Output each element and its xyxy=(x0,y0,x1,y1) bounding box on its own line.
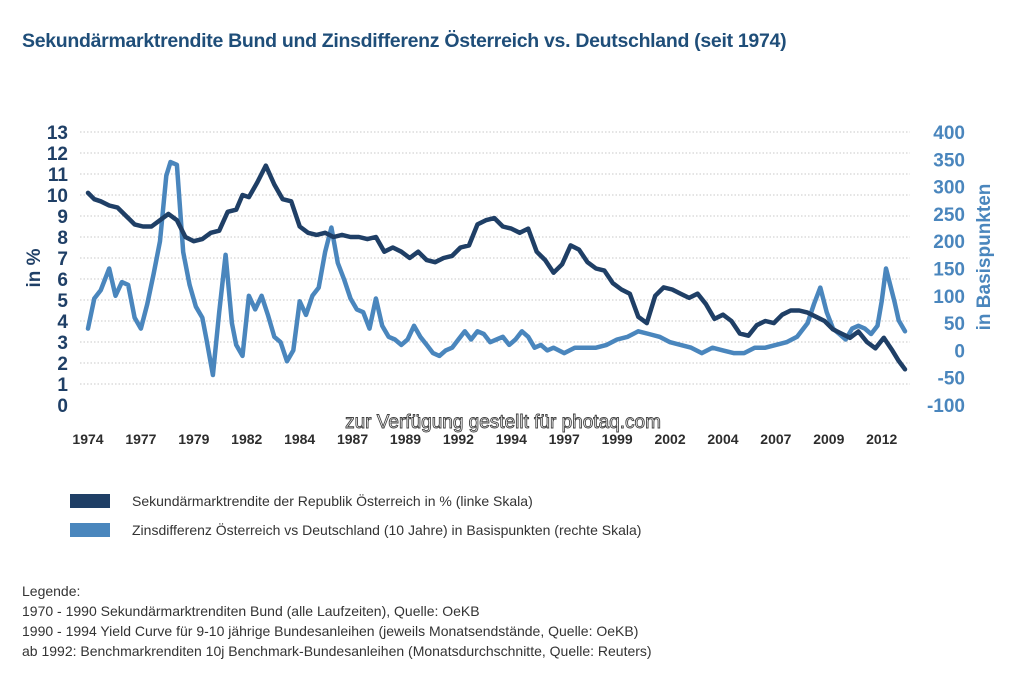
y-tick-label-right: -100 xyxy=(927,396,965,417)
legend-swatch-spread xyxy=(70,522,110,537)
x-tick-label: 1999 xyxy=(602,431,633,447)
gridlines xyxy=(80,131,910,385)
x-tick-label: 1974 xyxy=(72,431,103,447)
legend-label-yield: Sekundärmarktrendite der Republik Österr… xyxy=(132,492,533,509)
notes-heading: Legende: xyxy=(22,583,81,599)
y-tick-label-right: 50 xyxy=(944,314,965,335)
y-tick-label-right: 250 xyxy=(933,205,965,226)
y-tick-label-left: 12 xyxy=(47,144,68,165)
y-tick-label-right: 100 xyxy=(933,287,965,308)
x-tick-label: 2012 xyxy=(866,431,897,447)
y-tick-label-left: 6 xyxy=(57,270,68,291)
series-lines xyxy=(85,159,908,378)
y-tick-label-left: 7 xyxy=(57,249,68,270)
y-tick-label-left: 1 xyxy=(57,375,68,396)
y-tick-label-right: 150 xyxy=(933,260,965,281)
y-axis-right-label: in Basispunkten xyxy=(974,184,995,331)
chart-title: Sekundärmarktrendite Bund und Zinsdiffer… xyxy=(22,30,787,52)
x-tick-label: 1984 xyxy=(284,431,315,447)
y-axis-left-label: in % xyxy=(24,248,45,287)
notes-line: ab 1992: Benchmarkrenditen 10j Benchmark… xyxy=(22,643,652,659)
y-tick-label-left: 5 xyxy=(57,291,68,312)
x-tick-label: 2009 xyxy=(813,431,844,447)
legend-swatch-yield xyxy=(70,493,110,508)
series-line-yield xyxy=(85,163,908,372)
y-tick-label-left: 13 xyxy=(47,123,68,144)
y-tick-label-right: 300 xyxy=(933,178,965,199)
legend-item-yield: Sekundärmarktrendite der Republik Österr… xyxy=(70,486,641,515)
notes-line: 1990 - 1994 Yield Curve für 9-10 jährige… xyxy=(22,623,639,639)
y-tick-label-right: 200 xyxy=(933,232,965,253)
y-tick-label-left: 4 xyxy=(57,312,68,333)
x-tick-label: 1979 xyxy=(178,431,209,447)
x-tick-label: 2004 xyxy=(707,431,738,447)
y-tick-label-left: 0 xyxy=(57,396,68,417)
x-tick-label: 1992 xyxy=(443,431,474,447)
y-tick-label-left: 3 xyxy=(57,333,68,354)
y-tick-label-left: 9 xyxy=(57,207,68,228)
x-axis-ticks: 1974 1977 1979 1982 1984 1987 1989 1992 1994 1997… xyxy=(72,431,897,447)
y-tick-label-left: 10 xyxy=(47,186,68,207)
series-line-spread xyxy=(85,159,908,378)
watermark: zur Verfügung gestellt für photaq.com xyxy=(345,412,661,433)
source-notes: Legende: 1970 - 1990 Sekundärmarktrendit… xyxy=(22,581,652,661)
y-tick-label-right: -50 xyxy=(938,369,965,390)
y-tick-label-right: 0 xyxy=(954,341,965,362)
y-tick-label-left: 11 xyxy=(48,165,69,186)
legend-item-spread: Zinsdifferenz Österreich vs Deutschland … xyxy=(70,515,641,544)
legend-label-spread: Zinsdifferenz Österreich vs Deutschland … xyxy=(132,521,642,538)
y-tick-label-right: 400 xyxy=(933,123,965,144)
y-tick-label-right: 350 xyxy=(933,150,965,171)
y-tick-label-left: 2 xyxy=(57,354,68,375)
y-axis-right-ticks: -100 -50 0 50 100 150 200 250 300 350 400 xyxy=(927,123,965,417)
x-tick-label: 1977 xyxy=(125,431,156,447)
x-tick-label: 1989 xyxy=(390,431,421,447)
x-tick-label: 1987 xyxy=(337,431,368,447)
x-tick-label: 1994 xyxy=(496,431,527,447)
x-tick-label: 2007 xyxy=(760,431,791,447)
x-tick-label: 1982 xyxy=(231,431,262,447)
legend: Sekundärmarktrendite der Republik Österr… xyxy=(70,486,641,544)
x-tick-label: 2002 xyxy=(654,431,685,447)
notes-line: 1970 - 1990 Sekundärmarktrenditen Bund (… xyxy=(22,603,480,619)
x-tick-label: 1997 xyxy=(549,431,580,447)
y-tick-label-left: 8 xyxy=(57,228,68,249)
